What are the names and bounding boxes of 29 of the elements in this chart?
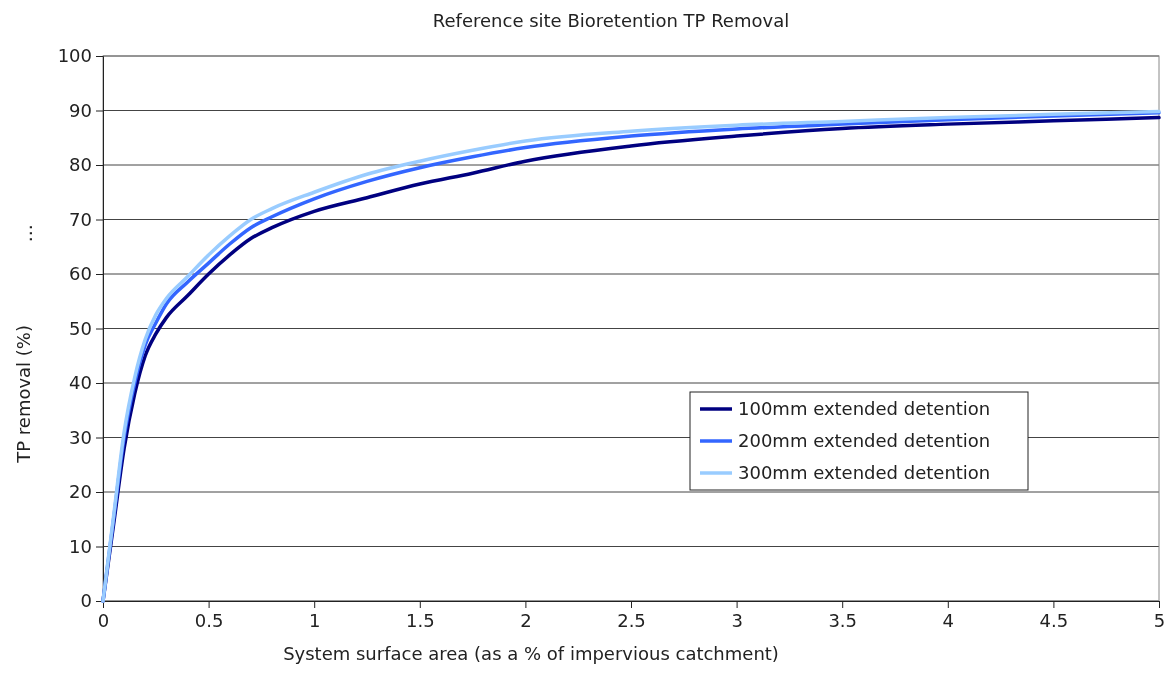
legend-label: 200mm extended detention xyxy=(738,430,991,451)
x-tick-label: 5 xyxy=(1153,609,1166,631)
x-tick-label: 2 xyxy=(520,609,532,631)
chart-title: Reference site Bioretention TP Removal xyxy=(432,10,790,31)
y-axis-title: TP removal (%) xyxy=(13,325,34,464)
legend-label: 300mm extended detention xyxy=(738,462,991,483)
legend-label: 100mm extended detention xyxy=(738,398,991,419)
x-tick-label: 1 xyxy=(308,609,321,631)
x-tick-label: 0 xyxy=(97,609,110,631)
x-tick-label: 4.5 xyxy=(1039,609,1069,631)
y-tick-label: 40 xyxy=(69,372,92,394)
y-tick-label: 80 xyxy=(69,154,92,176)
x-axis-title: System surface area (as a % of impervious catchment) xyxy=(283,643,779,664)
y-tick-label: 20 xyxy=(69,481,92,503)
x-tick-label: 0.5 xyxy=(194,609,224,631)
y-tick-label: 50 xyxy=(69,317,92,339)
y-tick-label: 100 xyxy=(57,45,92,67)
x-tick-label: 4 xyxy=(942,609,955,631)
x-tick-label: 3 xyxy=(731,609,743,631)
y-tick-label: 60 xyxy=(69,263,92,285)
y-tick-label: 70 xyxy=(69,208,92,230)
y-tick-label: 0 xyxy=(80,590,92,612)
x-tick-label: 2.5 xyxy=(617,609,646,631)
y-tick-label: 10 xyxy=(69,535,92,557)
x-tick-label: 3.5 xyxy=(828,609,858,631)
text: … xyxy=(15,224,36,243)
y-tick-label: 30 xyxy=(69,426,92,448)
x-tick-label: 1.5 xyxy=(405,609,435,631)
y-tick-label: 90 xyxy=(69,99,92,121)
